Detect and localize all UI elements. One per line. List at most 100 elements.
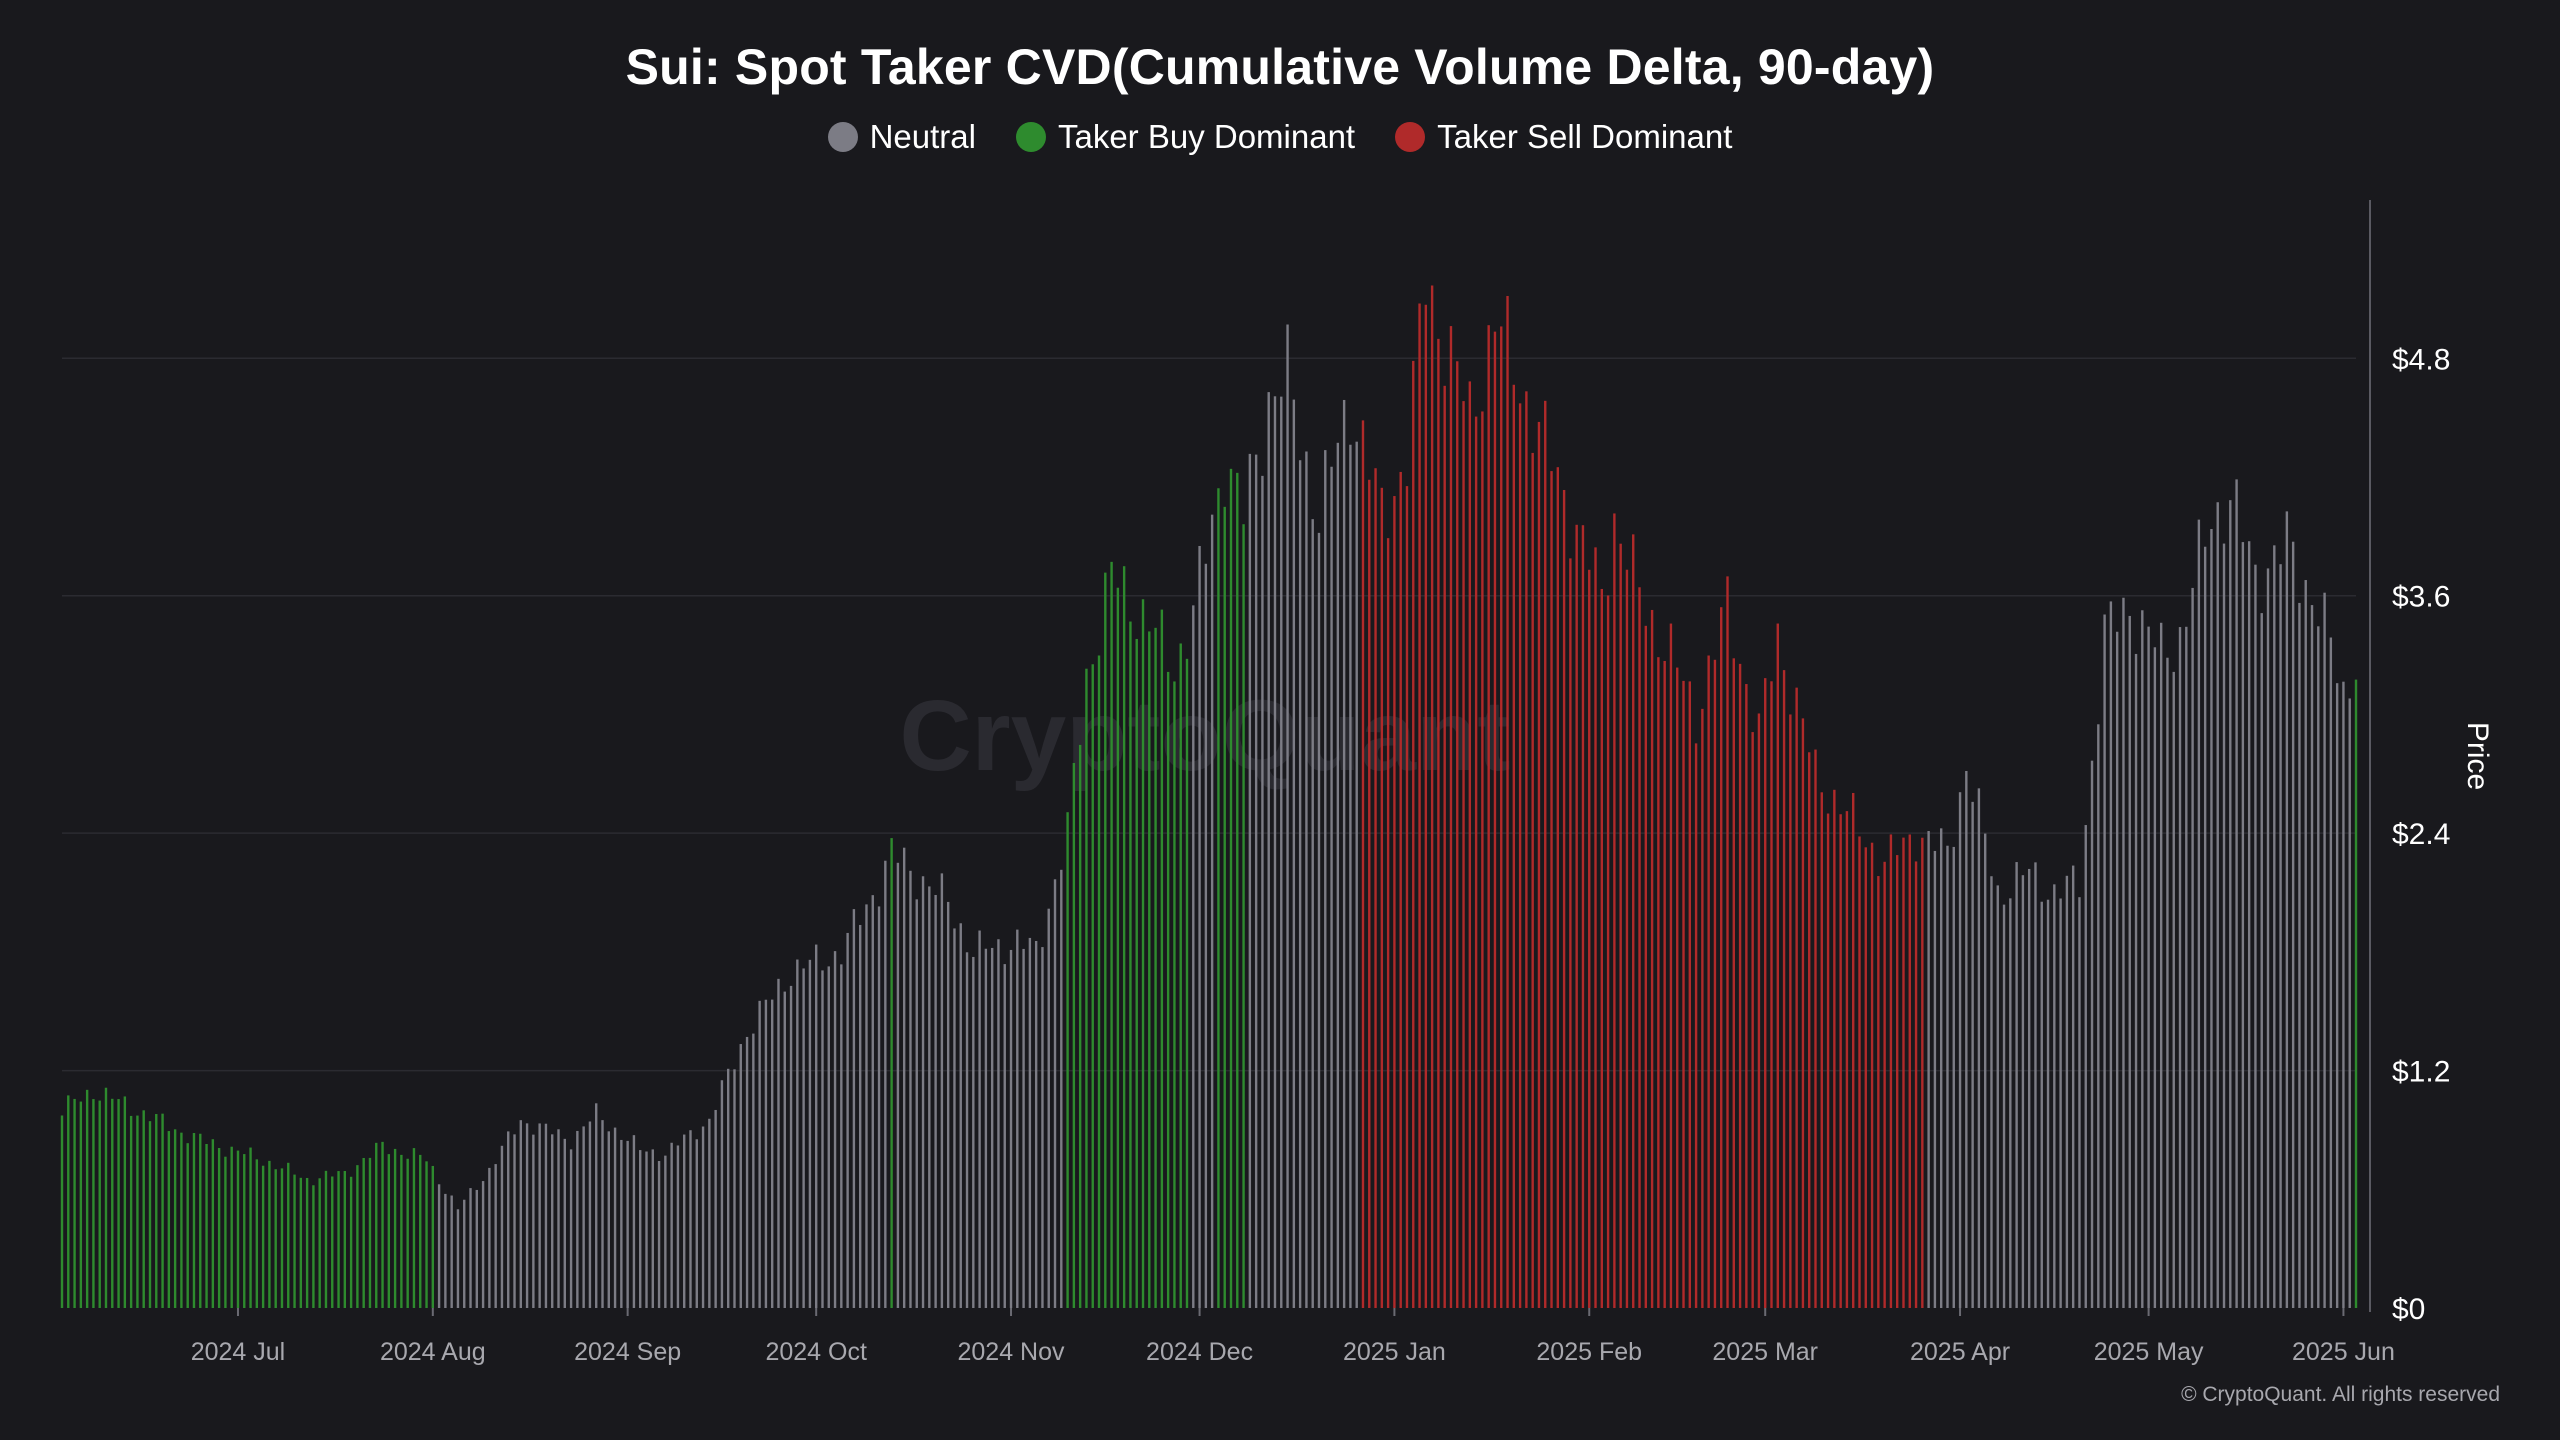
y-tick-label: $0 <box>2392 1293 2425 1326</box>
x-tick-label: 2025 Apr <box>1910 1338 2010 1366</box>
price-bar <box>840 964 843 1308</box>
price-bar <box>173 1129 177 1308</box>
price-bar <box>1412 360 1415 1308</box>
price-bar <box>745 1036 749 1308</box>
price-bar <box>2222 543 2226 1308</box>
price-bar <box>2260 613 2263 1308</box>
price-bar <box>1738 663 1742 1308</box>
price-bar <box>1028 937 1032 1308</box>
legend-item-taker-sell-dominant[interactable]: Taker Sell Dominant <box>1395 118 1732 156</box>
price-bar <box>2147 626 2150 1308</box>
price-bar <box>1550 471 1553 1309</box>
price-bar <box>117 1099 120 1308</box>
price-bar <box>607 1131 610 1308</box>
price-bar <box>1581 525 1585 1308</box>
price-bar <box>1720 607 1723 1308</box>
price-bar <box>796 959 799 1308</box>
price-bar <box>1883 861 1886 1308</box>
price-bar <box>582 1126 585 1308</box>
price-bar <box>1682 680 1685 1308</box>
price-bar <box>2040 901 2043 1308</box>
price-bar <box>2254 564 2257 1308</box>
price-bar <box>802 968 805 1308</box>
price-bar <box>475 1189 479 1308</box>
price-bar <box>1556 467 1560 1308</box>
price-bar <box>337 1171 340 1308</box>
price-bar <box>85 1089 89 1308</box>
price-bar <box>1368 479 1371 1308</box>
price-bar <box>2229 500 2232 1308</box>
price-bar <box>1047 908 1050 1308</box>
price-bar <box>362 1157 365 1308</box>
price-bar <box>2015 862 2018 1308</box>
price-bar <box>1902 837 1905 1308</box>
price-bar <box>733 1069 736 1308</box>
price-bar <box>2153 647 2157 1308</box>
price-bar <box>2034 862 2037 1308</box>
price-bar <box>1751 732 1754 1308</box>
price-bar <box>525 1123 529 1308</box>
price-bar <box>1839 814 1842 1308</box>
price-bar <box>1305 451 1308 1308</box>
price-bar <box>1688 681 1691 1308</box>
price-bar <box>1474 416 1478 1308</box>
price-bar <box>519 1120 522 1308</box>
price-bar <box>2115 631 2119 1308</box>
legend-label-neutral: Neutral <box>869 118 976 155</box>
price-bar <box>1336 442 1340 1308</box>
price-bar <box>827 966 830 1308</box>
x-tick-label: 2024 Dec <box>1146 1338 1253 1366</box>
price-bar <box>2185 626 2188 1308</box>
price-bar <box>532 1134 535 1308</box>
price-bar <box>1877 876 1880 1308</box>
price-bar <box>1927 831 1930 1308</box>
price-bar <box>1280 396 1283 1308</box>
price-bar <box>720 1080 724 1308</box>
legend-item-taker-buy-dominant[interactable]: Taker Buy Dominant <box>1015 118 1356 156</box>
price-bar <box>393 1148 397 1308</box>
price-bar <box>1399 471 1402 1308</box>
price-bar <box>1135 638 1138 1308</box>
price-bar <box>2046 899 2050 1308</box>
price-bar <box>953 928 956 1308</box>
price-bar <box>1606 595 1610 1308</box>
price-bar <box>921 876 925 1308</box>
price-bar <box>1795 687 1798 1308</box>
price-bar <box>2279 564 2282 1308</box>
price-bar <box>538 1123 541 1308</box>
price-bar <box>1914 861 1918 1308</box>
price-bar <box>959 923 962 1308</box>
price-bar <box>1148 631 1151 1308</box>
price-bar <box>1091 664 1094 1308</box>
price-bar <box>689 1130 692 1308</box>
legend-item-neutral[interactable]: Neutral <box>827 118 976 156</box>
price-bar <box>507 1131 510 1308</box>
price-bar <box>1493 331 1497 1308</box>
y-tick-label: $3.6 <box>2392 581 2450 614</box>
price-bar <box>1462 401 1465 1309</box>
price-bar <box>990 947 994 1308</box>
price-bar <box>1757 713 1761 1308</box>
price-bar <box>280 1168 284 1308</box>
price-bar <box>1430 285 1434 1308</box>
price-bar <box>2122 597 2125 1308</box>
price-bar <box>199 1133 202 1308</box>
price-bar <box>1625 569 1629 1308</box>
price-bar <box>902 847 906 1308</box>
price-bar <box>576 1130 579 1308</box>
price-bar <box>1330 466 1333 1308</box>
price-bar <box>2197 519 2201 1308</box>
price-bar <box>2348 698 2351 1308</box>
price-bar <box>1286 324 1289 1308</box>
price-bar <box>368 1157 372 1308</box>
price-bar <box>1870 842 1874 1308</box>
legend-label-taker-buy-dominant: Taker Buy Dominant <box>1057 118 1356 155</box>
price-bar <box>136 1115 139 1308</box>
x-tick-label: 2024 Oct <box>765 1338 867 1366</box>
price-bar <box>2009 898 2012 1308</box>
price-bar <box>2097 724 2100 1308</box>
price-bar <box>1242 524 1245 1308</box>
price-bar <box>1267 392 1270 1308</box>
price-bar <box>299 1177 303 1308</box>
